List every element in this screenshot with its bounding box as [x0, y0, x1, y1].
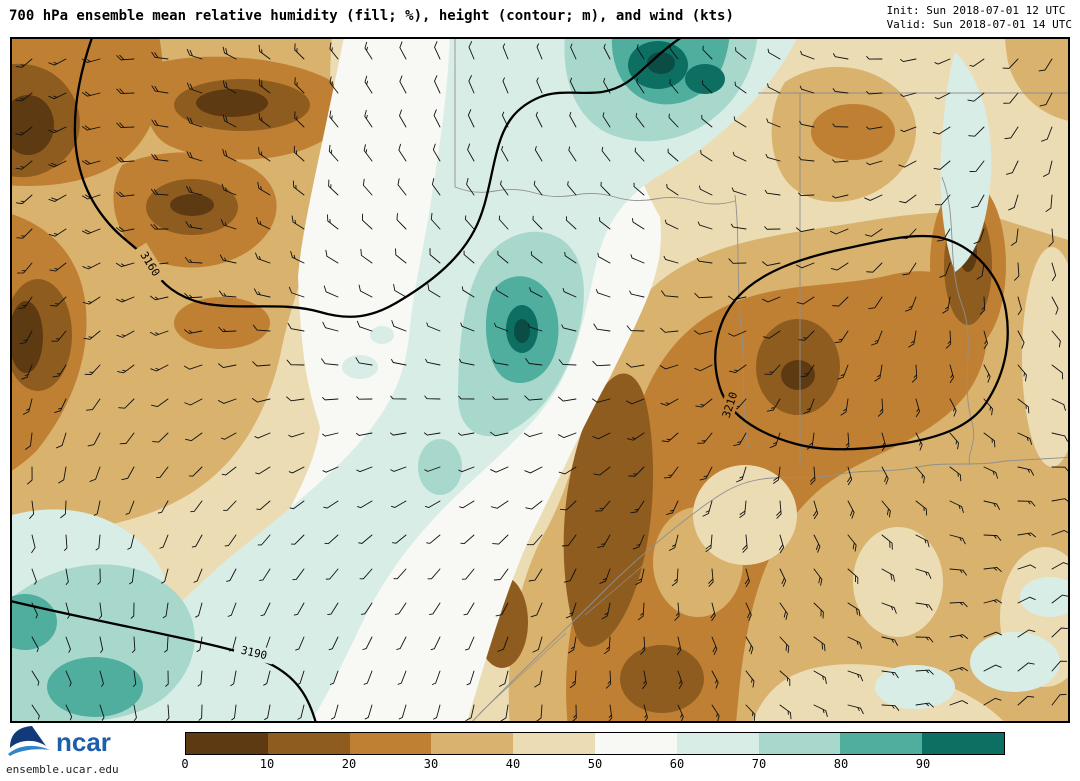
rh-fill-shape: [940, 52, 992, 272]
ncar-logo-text: ncar: [56, 727, 111, 757]
colorbar-segment: [431, 733, 514, 754]
ncar-logo-swoosh-icon: [8, 745, 50, 756]
state-borders: [454, 37, 1070, 723]
coastline: [470, 456, 1070, 723]
rh-fill-shape: [10, 95, 54, 155]
rh-fill-shape: [370, 326, 394, 344]
rh-fill-shape: [970, 632, 1060, 692]
rh-fill-shape: [875, 665, 955, 709]
colorbar-tick: 10: [259, 757, 275, 771]
colorbar-tick: 50: [587, 757, 603, 771]
contour-label-bg: [232, 640, 276, 665]
contour-label-text: 3190: [240, 644, 269, 663]
rh-fill-shape: [1020, 577, 1070, 617]
colorbar-tick: 70: [751, 757, 767, 771]
rh-fill-shape: [170, 194, 214, 216]
height-contour-3210: [714, 234, 1009, 451]
colorbar-segment: [922, 733, 1004, 754]
colorbar-tick: 60: [669, 757, 685, 771]
colorbar-tick: 80: [833, 757, 849, 771]
height-contour-3160: [73, 37, 684, 318]
colorbar-segment: [676, 733, 759, 754]
map-border: [10, 37, 1070, 723]
rh-fill-shape: [811, 104, 895, 160]
rh-fill-shape: [47, 657, 143, 717]
rh-fill-shape: [10, 301, 43, 373]
colorbar-segment: [267, 733, 350, 754]
rh-fill-shape: [1022, 247, 1070, 467]
colorbar-segment: [186, 733, 268, 754]
colorbar-tick: 20: [341, 757, 357, 771]
colorbar-tick: 40: [505, 757, 521, 771]
colorbar-segment: [840, 733, 923, 754]
height-contour-3190: [10, 599, 318, 723]
page-title: 700 hPa ensemble mean relative humidity …: [9, 8, 734, 24]
rh-fill-shape: [781, 360, 815, 390]
colorbar-segment: [758, 733, 841, 754]
rh-fill-shape: [174, 297, 270, 349]
rh-fill-shape: [40, 37, 798, 723]
contour-label-bg: [716, 383, 743, 427]
rh-extreme-core: [514, 319, 530, 343]
colorbar-segment: [594, 733, 677, 754]
rh-extreme-core: [647, 52, 675, 74]
rh-fill-shape: [853, 527, 943, 637]
map-canvas: 3160 3190 3210: [10, 37, 1070, 723]
barrier-islands: [479, 562, 647, 714]
colorbar-tick: 30: [423, 757, 439, 771]
state-border-line: [734, 194, 751, 453]
rh-fill-shape: [685, 64, 725, 94]
site-url: ensemble.ucar.edu: [6, 763, 119, 776]
height-contours: [10, 37, 1009, 723]
run-times: Init: Sun 2018-07-01 12 UTC Valid: Sun 2…: [887, 4, 1072, 32]
rh-colorbar: [185, 732, 1005, 755]
rh-fill-regions: [10, 37, 1070, 723]
colorbar-segment: [349, 733, 432, 754]
ncar-logo-sail-icon: [10, 726, 46, 748]
weather-map: 3160 3190 3210: [10, 37, 1070, 723]
river-line: [941, 176, 975, 466]
colorbar-tick-labels: 0 10 20 30 40 50 60 70 80 90: [181, 757, 1005, 773]
valid-time: Valid: Sun 2018-07-01 14 UTC: [886, 18, 1072, 31]
colorbar-segment: [513, 733, 595, 754]
wind-barbs: [15, 41, 1070, 723]
state-border-line: [454, 186, 736, 205]
rh-fill-shape: [196, 89, 268, 117]
rh-fill-shape: [1005, 37, 1070, 122]
init-time: Init: Sun 2018-07-01 12 UTC: [886, 4, 1066, 17]
rh-fill-shape: [693, 465, 797, 565]
rh-fill-shape: [563, 373, 654, 647]
rh-fill-shape: [620, 645, 704, 713]
contour-label-3190: 3190: [232, 640, 276, 665]
colorbar-tick: 90: [915, 757, 931, 771]
colorbar-tick: 0: [181, 757, 189, 771]
rh-fill-shape: [342, 355, 378, 379]
contour-label-bg: [133, 242, 168, 285]
ncar-logo: ncar: [6, 724, 176, 764]
